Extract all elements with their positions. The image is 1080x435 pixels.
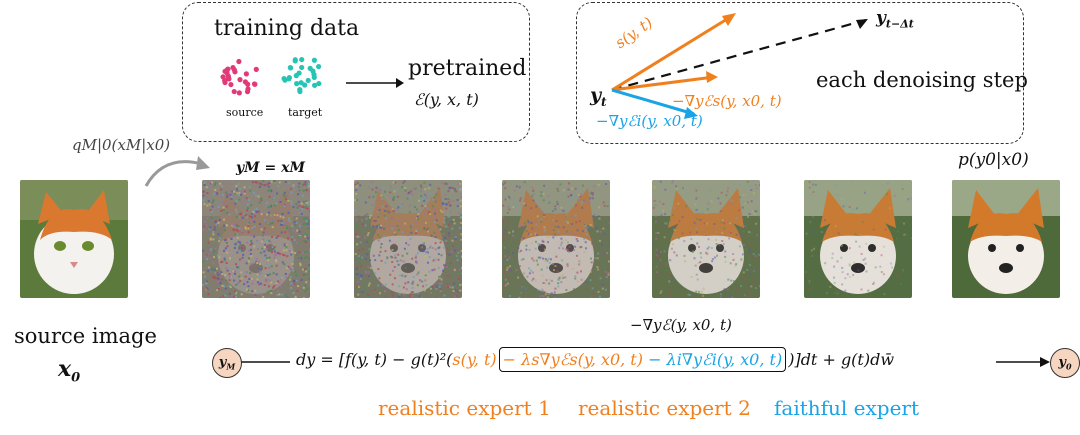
target-point (294, 81, 300, 87)
source-image-caption: source image (14, 324, 157, 348)
sde-score-term: s(y, t) (452, 350, 497, 369)
source-point (237, 77, 243, 83)
sde-lhs: dy = [f(y, t) − g(t)²( (296, 350, 453, 369)
source-point (245, 81, 251, 87)
sde-arrows (240, 357, 1050, 367)
source-point (243, 71, 249, 77)
sde-rhs: )]dt + g(t)dw̄ (788, 350, 895, 369)
source-point (231, 88, 237, 95)
source-point (225, 75, 232, 81)
source-cluster (220, 58, 259, 96)
denoising-step-diagram (611, 13, 868, 119)
score-arrow (611, 14, 733, 92)
source-point (253, 66, 259, 72)
target-point (296, 70, 302, 76)
target-point (311, 71, 317, 78)
source-point (228, 81, 234, 88)
faithful-gradient-arrow (611, 88, 695, 116)
y-t-label: yt (590, 84, 607, 109)
output-image (952, 180, 1060, 298)
realistic-gradient-arrow (611, 75, 715, 92)
energy-formula: ℰ(y, x, t) (414, 90, 479, 109)
realistic-gradient-arrowhead (706, 71, 718, 83)
faithful-gradient-arrowhead (684, 107, 698, 119)
step-4-image (804, 180, 912, 298)
target-point (316, 63, 322, 70)
pretrain-arrow (346, 78, 404, 88)
sde-faithful-term: − λi∇yℰi(y, x0, t) (648, 350, 783, 369)
realistic-expert-2-label: realistic expert 2 (578, 396, 751, 420)
source-label: source (226, 106, 264, 119)
source-point (225, 66, 231, 72)
y-M-equals-x-M: yM = xM (236, 160, 305, 176)
sde-realistic-term: − λs∇yℰs(y, x0, t) (502, 350, 643, 369)
training-data-title: training data (214, 16, 360, 41)
target-label: target (288, 106, 323, 119)
source-point (230, 64, 236, 71)
training-data-clusters (220, 56, 322, 96)
each-denoising-step-label: each denoising step (816, 68, 1028, 92)
forward-process-arrow (144, 156, 210, 187)
pretrained-label: pretrained (408, 56, 527, 81)
target-point (307, 65, 313, 71)
y-t-minus-label: yt−Δt (876, 8, 914, 31)
score-arrowhead (722, 13, 736, 26)
target-point (297, 88, 303, 95)
step-3-image (652, 180, 760, 298)
step-1-image (354, 180, 462, 298)
source-image-symbol: x0 (58, 356, 81, 386)
end-node: y0 (1050, 348, 1080, 378)
forward-process-label: qM|0(xM|x0) (72, 136, 171, 154)
grad-i-label: −∇yℰi(y, x0, t) (596, 112, 703, 130)
target-point (286, 75, 292, 81)
target-point (311, 82, 318, 88)
sde-equation: dy = [f(y, t) − g(t)²(s(y, t) − λs∇yℰs(y,… (296, 347, 895, 372)
denoising-step-box (576, 2, 1024, 144)
source-point (252, 81, 258, 87)
target-point (299, 56, 305, 63)
source-point (236, 90, 242, 96)
source-point (236, 58, 242, 65)
grad-s-label: −∇yℰs(y, x0, t) (672, 92, 782, 110)
posterior-label: p(y0|x0) (958, 150, 1029, 170)
source-point (222, 79, 228, 86)
noise-image (202, 180, 310, 298)
realistic-expert-1-label: realistic expert 1 (378, 396, 551, 420)
faithful-expert-label: faithful expert (774, 396, 920, 420)
step-2-image (502, 180, 610, 298)
target-point (311, 57, 317, 63)
target-point (287, 64, 293, 71)
target-cluster (281, 56, 322, 95)
target-direction-arrowhead (856, 19, 868, 29)
target-point (281, 75, 287, 82)
target-point (292, 57, 298, 63)
target-point (316, 80, 322, 87)
target-direction-arrow (611, 18, 867, 92)
start-node: yM (212, 348, 242, 378)
target-point (299, 64, 305, 71)
source-cat-image (20, 180, 128, 298)
target-point (302, 82, 308, 88)
target-point (305, 77, 311, 84)
source-point (245, 86, 251, 92)
total-gradient-label: −∇yℰ(y, x0, t) (630, 316, 732, 334)
sde-expert-box: − λs∇yℰs(y, x0, t) − λi∇yℰi(y, x0, t) (498, 347, 787, 372)
training-data-box (182, 2, 530, 142)
